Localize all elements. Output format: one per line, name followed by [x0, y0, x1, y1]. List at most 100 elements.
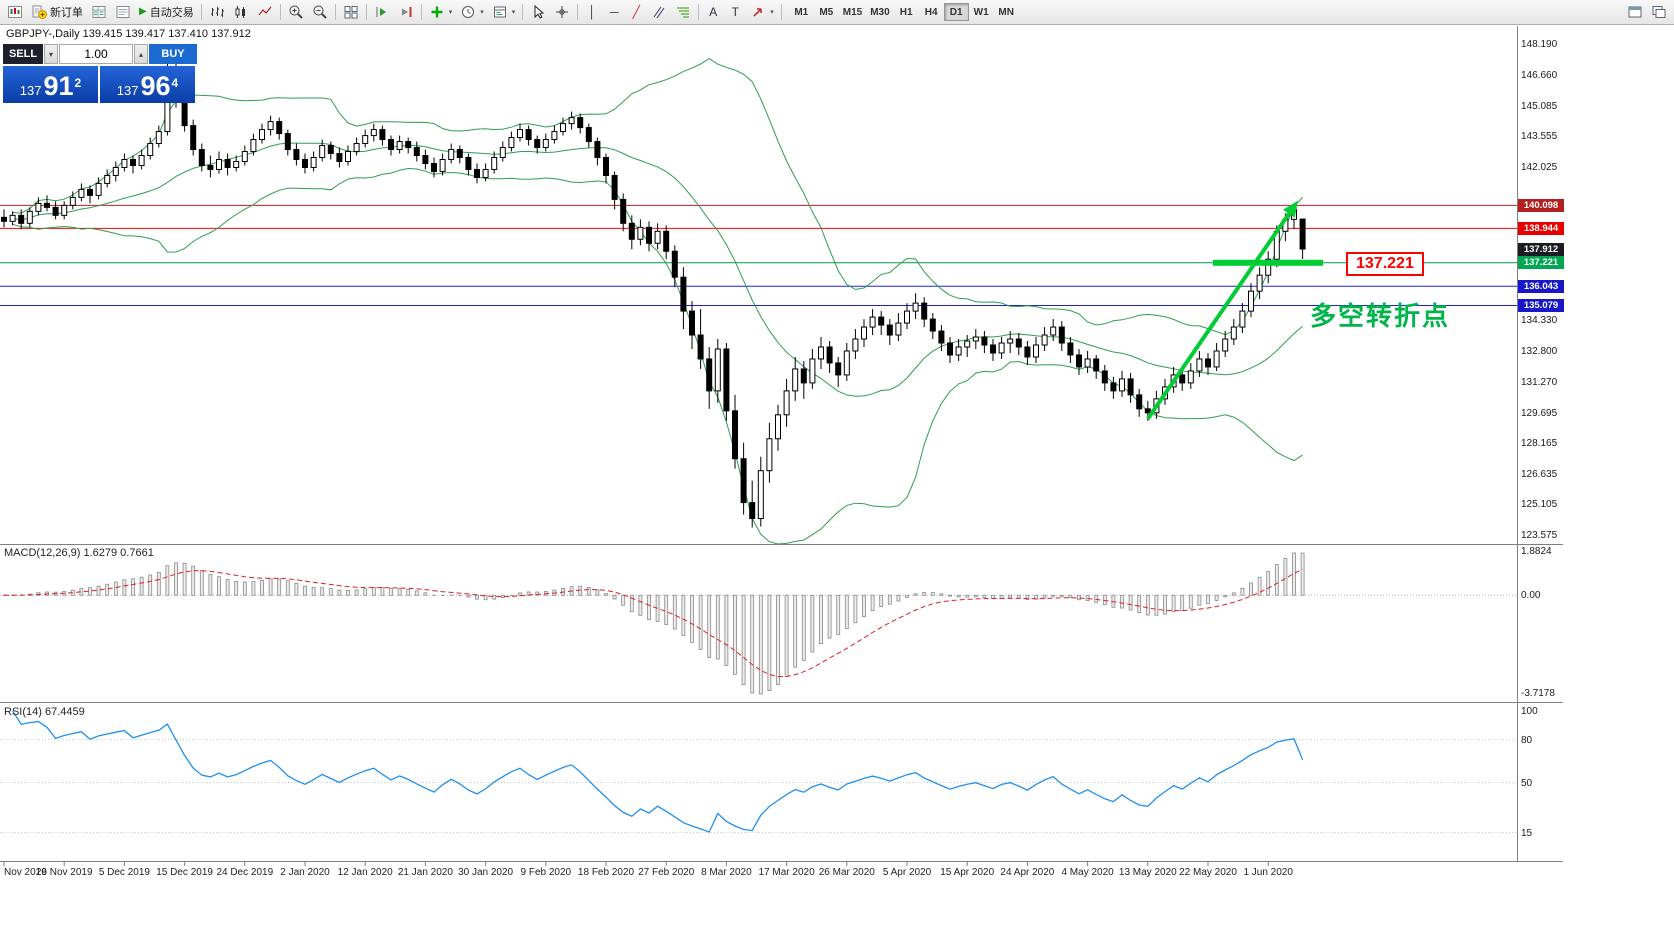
periods-clock-icon: [462, 6, 475, 18]
timeframe-h4[interactable]: H4: [924, 6, 938, 18]
chart-shift-button[interactable]: [394, 2, 418, 22]
rsi-indicator-label: RSI(14) 67.4459: [4, 706, 85, 718]
toolbar-right-button-2[interactable]: [1647, 2, 1671, 22]
auto-trading-play-icon: ▶: [139, 6, 147, 17]
equidistant-channel-icon: [653, 6, 665, 19]
chevron-down-icon: ▾: [770, 9, 774, 16]
sell-price-pip: 2: [74, 76, 82, 90]
chevron-down-icon: ▾: [448, 9, 453, 16]
trendline-icon: ╱: [632, 5, 640, 19]
toolbar-separator: [420, 4, 422, 20]
pivot-annotation-text[interactable]: 多空转折点: [1310, 301, 1451, 331]
toolbar-separator: [780, 4, 782, 20]
zoom-out-icon: [313, 5, 327, 19]
zoom-out-button[interactable]: [308, 2, 332, 22]
indicators-button[interactable]: ▾: [425, 2, 457, 22]
sell-price-box[interactable]: 137 91 2: [3, 66, 98, 103]
windows-cascade-icon: [1652, 6, 1666, 18]
new-order-button[interactable]: 新订单: [27, 2, 87, 22]
timeframe-m30[interactable]: M30: [870, 6, 890, 18]
chart-shift-icon: [401, 7, 412, 17]
templates-button[interactable]: ▾: [488, 2, 520, 22]
trendline-button[interactable]: ╱: [625, 2, 647, 22]
sell-price-prefix: 137: [19, 82, 42, 98]
horizontal-line-icon: ─: [609, 5, 619, 19]
chevron-down-icon: ▾: [480, 9, 484, 16]
toolbar-separator: [200, 4, 202, 20]
zoom-in-button[interactable]: [284, 2, 308, 22]
text-label-button[interactable]: T: [724, 2, 746, 22]
candlestick-chart-button[interactable]: [229, 2, 253, 22]
price-level-annotation[interactable]: 137.221: [1346, 252, 1424, 276]
timeframe-m15[interactable]: M15: [842, 6, 863, 18]
volume-input[interactable]: [59, 44, 133, 64]
arrows-button[interactable]: ▾: [746, 2, 778, 22]
new-chart-button[interactable]: [3, 2, 27, 22]
cursor-icon: [534, 4, 545, 19]
text-label-icon: T: [731, 5, 739, 19]
buy-price-prefix: 137: [116, 82, 139, 98]
buy-price-big: 96: [140, 71, 171, 101]
data-window-icon: [116, 6, 130, 18]
text-icon: A: [709, 5, 718, 19]
horizontal-line-button[interactable]: ─: [603, 2, 625, 22]
line-chart-button[interactable]: [253, 2, 277, 22]
volume-decrease-button[interactable]: ▾: [44, 44, 58, 64]
tile-windows-button[interactable]: [339, 2, 363, 22]
tile-windows-icon: [344, 6, 358, 19]
vertical-line-button[interactable]: │: [581, 2, 603, 22]
vertical-line-icon: │: [588, 5, 597, 19]
auto-trading-button[interactable]: ▶ 自动交易: [135, 2, 198, 22]
sell-button[interactable]: SELL: [3, 44, 43, 64]
symbol-quote-line: GBPJPY-,Daily 139.415 139.417 137.410 13…: [6, 28, 251, 40]
channel-button[interactable]: [647, 2, 671, 22]
new-chart-icon: [8, 6, 22, 18]
timeframe-m1[interactable]: M1: [794, 6, 809, 18]
toolbar: 新订单 ▶ 自动交易: [0, 0, 1674, 25]
periods-button[interactable]: ▾: [456, 2, 488, 22]
toolbar-separator: [334, 4, 336, 20]
text-button[interactable]: A: [702, 2, 724, 22]
cursor-button[interactable]: [526, 2, 550, 22]
new-order-label: 新订单: [50, 7, 83, 19]
timeframe-toolbar: M1 M5 M15 M30 H1 H4 D1 W1 MN: [789, 3, 1019, 21]
zoom-in-icon: [289, 5, 303, 19]
chevron-down-icon: ▾: [511, 9, 516, 16]
toolbar-right-group: [1623, 2, 1671, 22]
buy-button[interactable]: BUY: [149, 44, 197, 64]
timeframe-d1[interactable]: D1: [943, 3, 969, 21]
fibonacci-button[interactable]: [671, 2, 695, 22]
bar-chart-icon: [210, 7, 224, 17]
toolbar-right-button-1[interactable]: [1623, 2, 1647, 22]
timeframe-h1[interactable]: H1: [899, 6, 913, 18]
auto-trading-label: 自动交易: [149, 7, 194, 19]
toolbar-separator: [279, 4, 281, 20]
crosshair-button[interactable]: [550, 2, 574, 22]
macd-indicator-label: MACD(12,26,9) 1.6279 0.7661: [4, 547, 154, 559]
data-window-button[interactable]: [111, 2, 135, 22]
window-icon: [1628, 6, 1642, 18]
toolbar-separator: [365, 4, 367, 20]
timeframe-w1[interactable]: W1: [973, 6, 989, 18]
volume-increase-button[interactable]: ▴: [134, 44, 148, 64]
auto-scroll-button[interactable]: [370, 2, 394, 22]
candlestick-chart-icon: [235, 6, 245, 18]
timeframe-m5[interactable]: M5: [819, 6, 834, 18]
market-watch-icon: [92, 6, 106, 18]
new-order-icon: [32, 5, 47, 19]
bar-chart-button[interactable]: [205, 2, 229, 22]
toolbar-separator: [698, 4, 700, 20]
toolbar-separator: [577, 4, 579, 20]
market-watch-button[interactable]: [87, 2, 111, 22]
timeframe-mn[interactable]: MN: [998, 6, 1014, 18]
add-indicator-icon: [431, 6, 443, 18]
buy-price-box[interactable]: 137 96 4: [100, 66, 195, 103]
buy-price-pip: 4: [171, 76, 179, 90]
fibonacci-icon: [677, 7, 690, 18]
arrow-object-icon: [753, 8, 762, 17]
toolbar-separator: [522, 4, 524, 20]
sell-price-big: 91: [43, 71, 74, 101]
auto-scroll-icon: [376, 7, 386, 17]
